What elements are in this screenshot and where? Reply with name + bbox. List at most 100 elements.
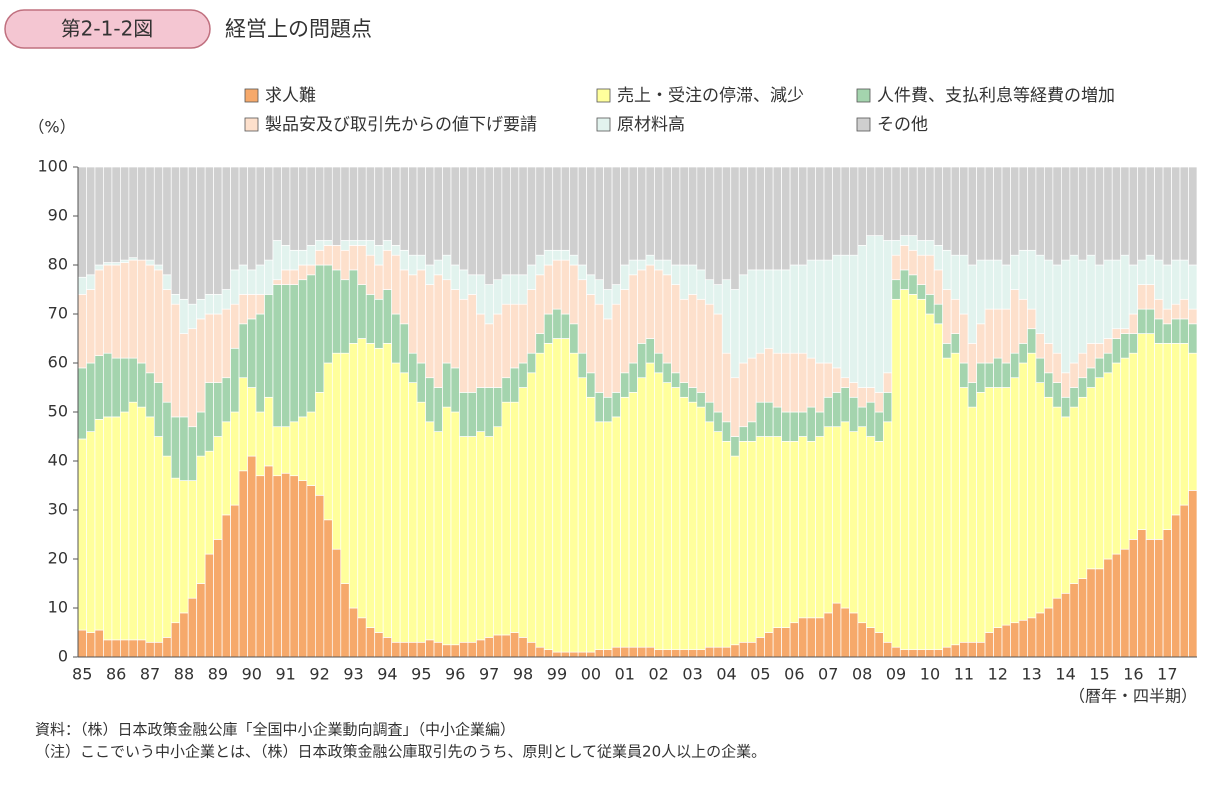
bar-segment	[416, 641, 426, 658]
bar-segment	[230, 504, 240, 658]
bar-segment	[1061, 166, 1071, 261]
bar-segment	[77, 166, 87, 278]
bar-segment	[933, 166, 944, 246]
bar-segment	[281, 166, 291, 246]
bar-segment	[272, 166, 282, 241]
bar-segment	[755, 166, 766, 271]
bar-segment	[348, 269, 359, 344]
bar-segment	[433, 166, 443, 261]
bar-segment	[628, 166, 638, 261]
bar-segment	[136, 406, 147, 641]
bar-segment	[247, 294, 257, 320]
bar-segment	[815, 166, 825, 261]
bar-segment	[255, 411, 265, 477]
bar-segment	[899, 269, 910, 290]
bar-segment	[331, 166, 342, 246]
bar-segment	[959, 641, 969, 658]
bar-segment	[1128, 352, 1139, 540]
bar-segment	[145, 259, 155, 266]
x-tick-label: 17	[1157, 665, 1177, 684]
bar-segment	[781, 627, 791, 658]
bar-segment	[509, 367, 520, 403]
bar-segment	[713, 646, 723, 658]
bar-segment	[442, 279, 452, 364]
bar-segment	[1162, 529, 1172, 658]
bar-segment	[230, 303, 240, 349]
bar-segment	[289, 475, 299, 658]
bar-segment	[1154, 343, 1164, 540]
bar-segment	[1162, 343, 1172, 530]
bar-segment	[594, 649, 604, 658]
bar-segment	[187, 480, 198, 599]
bar-segment	[128, 357, 138, 403]
bar-segment	[1044, 166, 1054, 261]
bar-segment	[1111, 166, 1122, 261]
bar-segment	[832, 392, 842, 428]
bar-segment	[916, 298, 927, 650]
bar-segment	[908, 166, 918, 236]
bar-segment	[120, 259, 130, 263]
bar-segment	[747, 421, 757, 442]
bar-segment	[416, 166, 426, 256]
bar-segment	[671, 649, 681, 658]
bar-segment	[984, 632, 994, 658]
bar-segment	[738, 362, 749, 428]
bar-segment	[1052, 352, 1062, 383]
bar-segment	[255, 294, 265, 315]
bar-segment	[535, 646, 545, 658]
bar-segment	[552, 259, 562, 310]
bar-segment	[696, 649, 706, 658]
bar-segment	[704, 646, 715, 658]
bar-segment	[620, 646, 630, 658]
bar-segment	[543, 649, 554, 658]
bar-segment	[365, 294, 376, 344]
bar-segment	[111, 264, 121, 359]
bar-segment	[806, 166, 816, 261]
bar-segment	[416, 269, 426, 364]
bar-segment	[179, 612, 189, 658]
bar-segment	[611, 416, 621, 648]
bar-segment	[111, 416, 121, 641]
bar-segment	[340, 583, 350, 658]
bar-segment	[967, 264, 977, 344]
bar-segment	[1128, 166, 1139, 266]
bar-segment	[747, 166, 757, 271]
bar-segment	[967, 406, 977, 643]
bar-segment	[94, 419, 104, 631]
bar-segment	[840, 387, 850, 423]
bar-segment	[840, 377, 850, 388]
bar-segment	[772, 269, 782, 354]
bar-segment	[247, 387, 257, 457]
bar-segment	[501, 303, 511, 379]
bar-segment	[459, 269, 469, 300]
bar-segment	[993, 357, 1003, 388]
bar-segment	[823, 166, 833, 261]
bar-segment	[823, 362, 833, 398]
bar-segment	[916, 166, 927, 241]
bar-segment	[196, 455, 206, 584]
bar-segment	[594, 279, 604, 305]
bar-segment	[77, 367, 87, 440]
bar-segment	[467, 392, 477, 437]
bar-segment	[1061, 416, 1071, 594]
bar-segment	[679, 166, 689, 266]
bar-segment	[772, 436, 782, 628]
bar-segment	[298, 480, 308, 658]
bar-segment	[86, 632, 96, 658]
bar-segment	[1171, 259, 1181, 305]
bar-segment	[365, 240, 376, 256]
bar-segment	[1120, 166, 1130, 256]
bar-segment	[637, 377, 647, 648]
legend-swatch	[856, 88, 871, 103]
x-tick-label: 02	[649, 665, 669, 684]
bar-segment	[840, 607, 850, 658]
bar-segment	[586, 274, 596, 295]
y-tick-label: 10	[48, 598, 68, 617]
bar-segment	[755, 401, 766, 437]
bar-segment	[645, 264, 655, 339]
bar-segment	[789, 166, 799, 266]
legend-swatch	[596, 117, 611, 132]
bar-segment	[1027, 166, 1037, 251]
bar-segment	[976, 323, 986, 364]
bar-segment	[467, 166, 477, 276]
